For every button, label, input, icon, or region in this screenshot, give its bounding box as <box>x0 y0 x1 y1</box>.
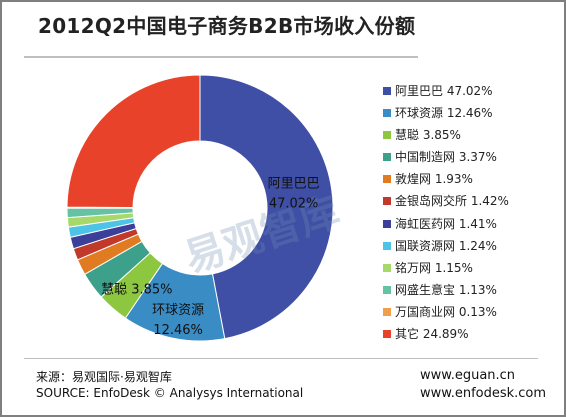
legend-swatch <box>383 330 391 339</box>
legend-item: 万国商业网 0.13% <box>383 301 558 323</box>
legend-label: 阿里巴巴 47.02% <box>395 84 493 98</box>
legend-item: 中国制造网 3.37% <box>383 146 558 168</box>
legend-swatch <box>383 153 391 162</box>
data-label-1: 阿里巴巴 47.02% <box>268 177 320 212</box>
legend-label: 慧聪 3.85% <box>395 128 461 143</box>
donut-slices <box>66 74 334 342</box>
legend-swatch <box>383 285 391 294</box>
legend-label: 中国制造网 3.37% <box>395 150 497 165</box>
legend-swatch <box>383 109 391 118</box>
legend-swatch <box>383 263 391 272</box>
data-label-2: 环球资源 12.46% <box>152 303 204 338</box>
data-label-3: 慧聪 3.85% <box>101 281 172 297</box>
legend-item: 慧聪 3.85% <box>383 124 558 146</box>
url-enfodesk: www.enfodesk.com <box>420 386 547 401</box>
source-cn: 来源：易观国际·易观智库 <box>36 370 172 384</box>
data-labels: 阿里巴巴 47.02% 环球资源 12.46% 慧聪 3.85% <box>101 177 320 338</box>
legend: 阿里巴巴 47.02% 环球资源 12.46% 慧聪 3.85% 中国制造网 3.37… <box>383 80 558 345</box>
legend-item: 网盛生意宝 1.13% <box>383 279 558 301</box>
legend-label: 环球资源 12.46% <box>395 106 493 121</box>
legend-label: 万国商业网 0.13% <box>395 304 497 319</box>
legend-swatch <box>383 307 391 316</box>
legend-item: 铭万网 1.15% <box>383 257 558 279</box>
source-en: SOURCE: EnfoDesk © Analysys Internationa… <box>36 386 304 400</box>
legend-label: 国联资源网 1.24% <box>395 238 497 253</box>
url-eguan: www.eguan.cn <box>420 368 516 383</box>
slice-1 <box>199 74 334 340</box>
legend-swatch <box>383 87 391 95</box>
legend-label: 网盛生意宝 1.13% <box>395 282 497 297</box>
legend-label: 其它 24.89% <box>395 327 469 342</box>
footer-divider <box>24 358 538 359</box>
title-underline <box>24 56 418 58</box>
legend-label: 铭万网 1.15% <box>395 260 473 275</box>
legend-item: 环球资源 12.46% <box>383 102 558 124</box>
legend-item: 敦煌网 1.93% <box>383 168 558 190</box>
legend-item: 阿里巴巴 47.02% <box>383 80 558 102</box>
legend-swatch <box>383 197 391 206</box>
chart-title: 2012Q2中国电子商务B2B市场收入份额 <box>38 14 416 38</box>
legend-label: 金银岛网交所 1.42% <box>395 194 509 209</box>
legend-item: 国联资源网 1.24% <box>383 235 558 257</box>
legend-label: 敦煌网 1.93% <box>395 172 473 187</box>
legend-swatch <box>383 131 391 140</box>
legend-swatch <box>383 241 391 250</box>
legend-item: 海虹医药网 1.41% <box>383 213 558 235</box>
legend-item: 其它 24.89% <box>383 323 558 345</box>
slice-12 <box>66 74 201 209</box>
legend-label: 海虹医药网 1.41% <box>395 216 497 231</box>
legend-swatch <box>383 175 391 184</box>
legend-item: 金银岛网交所 1.42% <box>383 190 558 212</box>
legend-swatch <box>383 219 391 228</box>
